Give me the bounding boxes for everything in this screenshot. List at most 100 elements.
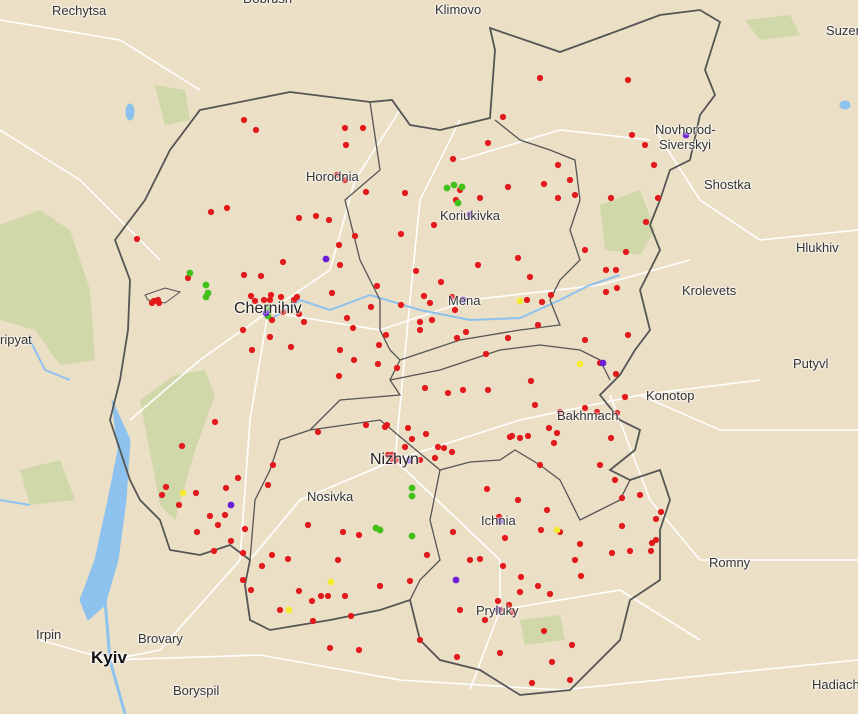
map-marker-green[interactable] — [408, 484, 416, 492]
map-marker-red[interactable] — [268, 316, 276, 324]
map-marker-red[interactable] — [482, 350, 490, 358]
map-marker-red[interactable] — [258, 562, 266, 570]
map-marker-red[interactable] — [339, 528, 347, 536]
map-marker-red[interactable] — [523, 296, 531, 304]
map-marker-red[interactable] — [175, 501, 183, 509]
map-marker-red[interactable] — [554, 161, 562, 169]
map-marker-red[interactable] — [543, 506, 551, 514]
map-marker-red[interactable] — [652, 536, 660, 544]
map-marker-red[interactable] — [343, 314, 351, 322]
map-marker-red[interactable] — [240, 116, 248, 124]
map-marker-red[interactable] — [295, 310, 303, 318]
map-marker-yellow[interactable] — [179, 489, 187, 497]
map-marker-red[interactable] — [416, 318, 424, 326]
map-marker-red[interactable] — [505, 601, 513, 609]
map-marker-red[interactable] — [618, 494, 626, 502]
map-marker-red[interactable] — [279, 308, 287, 316]
map-marker-red[interactable] — [404, 424, 412, 432]
map-marker-red[interactable] — [251, 297, 259, 305]
map-marker-red[interactable] — [534, 321, 542, 329]
map-marker-red[interactable] — [650, 161, 658, 169]
map-marker-red[interactable] — [607, 434, 615, 442]
map-marker-red[interactable] — [448, 448, 456, 456]
markers-red[interactable] — [133, 74, 665, 687]
map-marker-red[interactable] — [309, 617, 317, 625]
map-marker-red[interactable] — [531, 401, 539, 409]
map-marker-red[interactable] — [304, 521, 312, 529]
map-marker-red[interactable] — [453, 334, 461, 342]
map-marker-red[interactable] — [430, 221, 438, 229]
map-marker-red[interactable] — [376, 582, 384, 590]
map-marker-red[interactable] — [279, 258, 287, 266]
map-marker-red[interactable] — [647, 547, 655, 555]
map-marker-red[interactable] — [602, 288, 610, 296]
map-marker-red[interactable] — [317, 592, 325, 600]
map-marker-red[interactable] — [148, 299, 156, 307]
map-marker-red[interactable] — [349, 324, 357, 332]
map-marker-red[interactable] — [514, 496, 522, 504]
map-marker-red[interactable] — [268, 551, 276, 559]
map-marker-red[interactable] — [367, 303, 375, 311]
map-marker-red[interactable] — [416, 456, 424, 464]
map-marker-red[interactable] — [642, 218, 650, 226]
map-marker-red[interactable] — [257, 272, 265, 280]
map-marker-red[interactable] — [476, 194, 484, 202]
map-marker-red[interactable] — [528, 679, 536, 687]
map-marker-red[interactable] — [133, 235, 141, 243]
map-marker-red[interactable] — [608, 549, 616, 557]
map-marker-red[interactable] — [401, 189, 409, 197]
map-marker-red[interactable] — [554, 194, 562, 202]
map-marker-red[interactable] — [266, 296, 274, 304]
map-marker-red[interactable] — [526, 273, 534, 281]
map-marker-red[interactable] — [449, 155, 457, 163]
map-marker-red[interactable] — [496, 649, 504, 657]
map-marker-red[interactable] — [264, 481, 272, 489]
map-marker-red[interactable] — [223, 204, 231, 212]
map-marker-red[interactable] — [624, 331, 632, 339]
map-marker-green[interactable] — [408, 492, 416, 500]
map-marker-red[interactable] — [566, 676, 574, 684]
map-marker-red[interactable] — [375, 341, 383, 349]
map-marker-red[interactable] — [192, 489, 200, 497]
map-marker-red[interactable] — [328, 289, 336, 297]
map-marker-red[interactable] — [571, 191, 579, 199]
map-marker-red[interactable] — [444, 389, 452, 397]
map-marker-red[interactable] — [426, 299, 434, 307]
map-marker-red[interactable] — [621, 393, 629, 401]
map-marker-red[interactable] — [227, 537, 235, 545]
map-marker-red[interactable] — [453, 653, 461, 661]
map-marker-red[interactable] — [517, 573, 525, 581]
map-marker-red[interactable] — [553, 429, 561, 437]
map-marker-red[interactable] — [269, 461, 277, 469]
map-marker-red[interactable] — [428, 316, 436, 324]
map-marker-purple[interactable] — [262, 309, 270, 317]
map-marker-red[interactable] — [451, 306, 459, 314]
map-marker-red[interactable] — [284, 555, 292, 563]
map-marker-red[interactable] — [508, 432, 516, 440]
map-marker-red[interactable] — [577, 572, 585, 580]
map-marker-red[interactable] — [628, 131, 636, 139]
map-marker-red[interactable] — [576, 540, 584, 548]
map-marker-red[interactable] — [335, 241, 343, 249]
map-marker-red[interactable] — [325, 216, 333, 224]
map-marker-red[interactable] — [612, 266, 620, 274]
map-marker-red[interactable] — [516, 434, 524, 442]
map-marker-red[interactable] — [499, 113, 507, 121]
map-marker-red[interactable] — [240, 271, 248, 279]
map-marker-red[interactable] — [341, 176, 349, 184]
map-marker-green[interactable] — [408, 532, 416, 540]
map-marker-red[interactable] — [483, 485, 491, 493]
map-marker-red[interactable] — [234, 474, 242, 482]
map-marker-red[interactable] — [504, 183, 512, 191]
map-marker-red[interactable] — [416, 326, 424, 334]
map-marker-red[interactable] — [276, 606, 284, 614]
map-marker-green[interactable] — [454, 199, 462, 207]
map-marker-red[interactable] — [416, 636, 424, 644]
map-marker-purple[interactable] — [227, 501, 235, 509]
map-marker-red[interactable] — [336, 261, 344, 269]
map-marker-red[interactable] — [239, 576, 247, 584]
map-marker-red[interactable] — [193, 528, 201, 536]
map-marker-red[interactable] — [359, 124, 367, 132]
map-marker-red[interactable] — [401, 443, 409, 451]
